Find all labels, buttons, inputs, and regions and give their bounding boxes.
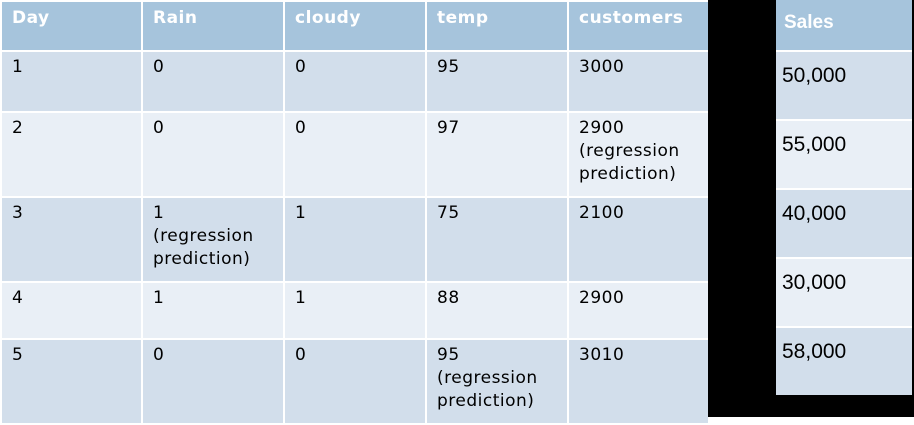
- table-row: 2 0 0 97 2900 (regression prediction): [0, 111, 710, 198]
- sales-value: 55,000: [776, 119, 912, 188]
- cell-rain-predicted: 1 (regression prediction): [141, 196, 285, 283]
- table-row: 1 0 0 95 3000: [0, 50, 710, 113]
- prediction-note: (regression prediction): [437, 368, 538, 411]
- sales-value: 58,000: [776, 326, 912, 395]
- cell-temp: 97: [425, 111, 569, 198]
- cell-rain: 1: [141, 281, 285, 340]
- header-cloudy: cloudy: [283, 0, 427, 52]
- sales-value: 30,000: [776, 257, 912, 326]
- cell-temp: 75: [425, 196, 569, 283]
- predicted-value: 2900: [579, 118, 625, 138]
- header-row: Day Rain cloudy temp customers: [0, 0, 710, 52]
- cell-temp-predicted: 95 (regression prediction): [425, 338, 569, 425]
- cell-cloudy: 1: [283, 281, 427, 340]
- prediction-note: (regression prediction): [153, 226, 254, 269]
- cell-cloudy: 0: [283, 50, 427, 113]
- cell-rain: 0: [141, 111, 285, 198]
- cell-customers: 2100: [567, 196, 710, 283]
- cell-day: 4: [0, 281, 143, 340]
- cell-cloudy: 1: [283, 196, 427, 283]
- cell-rain: 0: [141, 50, 285, 113]
- black-divider: [708, 0, 776, 417]
- cell-day: 1: [0, 50, 143, 113]
- cell-day: 3: [0, 196, 143, 283]
- cell-day: 2: [0, 111, 143, 198]
- cell-customers-predicted: 2900 (regression prediction): [567, 111, 710, 198]
- sales-header: Sales: [776, 0, 912, 50]
- predicted-value: 95: [437, 345, 460, 365]
- cell-temp: 95: [425, 50, 569, 113]
- main-data-table: Day Rain cloudy temp customers 1 0 0 95 …: [0, 0, 710, 425]
- cell-temp: 88: [425, 281, 569, 340]
- header-rain: Rain: [141, 0, 285, 52]
- prediction-note: (regression prediction): [579, 141, 680, 184]
- cell-cloudy: 0: [283, 338, 427, 425]
- sales-table: Sales 50,000 55,000 40,000 30,000 58,000: [776, 0, 914, 417]
- predicted-value: 1: [153, 203, 165, 223]
- cell-customers: 3010: [567, 338, 710, 425]
- table-row: 4 1 1 88 2900: [0, 281, 710, 340]
- sales-value: 50,000: [776, 50, 912, 119]
- cell-cloudy: 0: [283, 111, 427, 198]
- table-row: 3 1 (regression prediction) 1 75 2100: [0, 196, 710, 283]
- cell-customers: 2900: [567, 281, 710, 340]
- header-day: Day: [0, 0, 143, 52]
- header-customers: customers: [567, 0, 710, 52]
- header-temp: temp: [425, 0, 569, 52]
- cell-day: 5: [0, 338, 143, 425]
- cell-customers: 3000: [567, 50, 710, 113]
- table-row: 5 0 0 95 (regression prediction) 3010: [0, 338, 710, 425]
- sales-value: 40,000: [776, 188, 912, 257]
- cell-rain: 0: [141, 338, 285, 425]
